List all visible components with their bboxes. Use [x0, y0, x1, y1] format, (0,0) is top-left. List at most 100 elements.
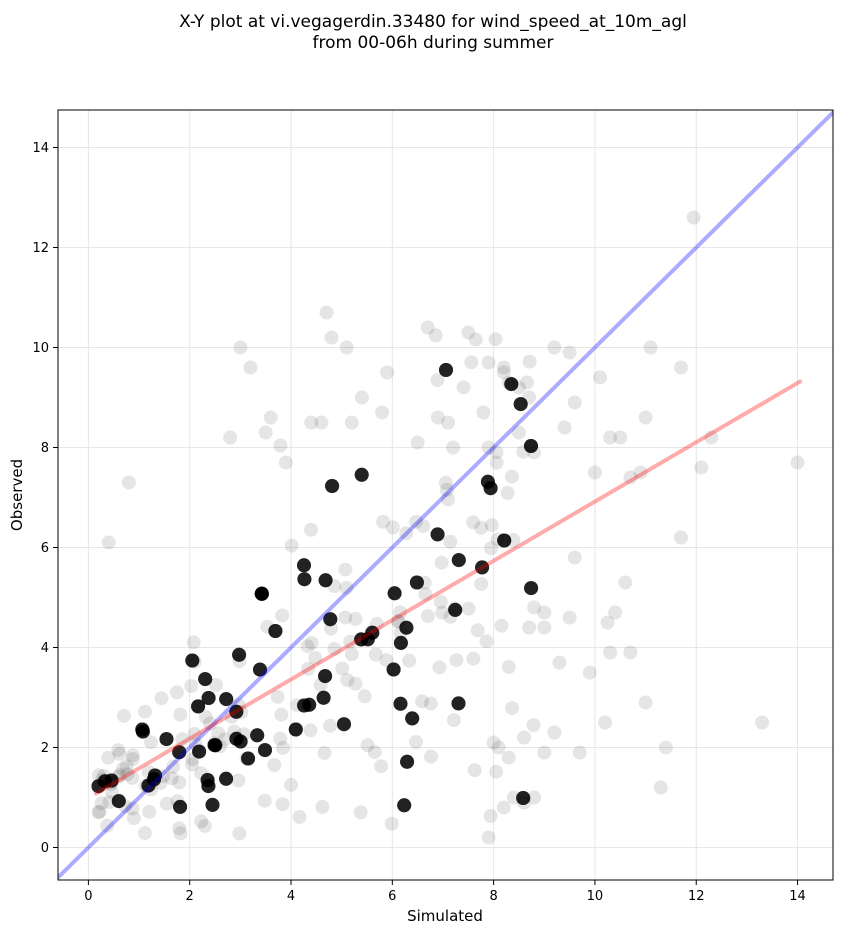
data-point-777	[198, 672, 213, 687]
data-point-781	[399, 620, 414, 635]
data-point-1418	[400, 754, 415, 769]
data-point-1569	[318, 573, 333, 588]
data-point-1489	[483, 481, 498, 496]
data-point-828	[253, 662, 267, 677]
y-tick-label-1: 2	[41, 741, 49, 756]
data-point-979	[337, 717, 351, 732]
data-point-359	[387, 586, 402, 601]
data-point-338	[191, 699, 206, 714]
data-point-1134	[297, 558, 311, 573]
data-point-363	[232, 647, 247, 662]
data-point-836	[513, 397, 528, 412]
data-point-1473	[200, 773, 215, 787]
data-point-87	[284, 777, 299, 792]
data-point-295	[229, 704, 244, 719]
data-point-101	[172, 821, 187, 836]
data-point-681	[504, 377, 519, 392]
data-point-702	[288, 722, 303, 737]
data-point-611	[250, 728, 265, 743]
data-point-28	[557, 420, 572, 435]
data-point-1385	[232, 647, 247, 662]
data-point-216	[173, 707, 188, 722]
data-point-774	[354, 632, 369, 647]
data-point-1144	[201, 779, 216, 794]
data-point-642	[98, 774, 112, 789]
data-point-1464	[172, 745, 187, 760]
data-point-174	[443, 609, 458, 624]
data-point-1016	[387, 586, 402, 601]
data-point-690	[513, 397, 528, 412]
data-point-1114	[354, 467, 369, 482]
data-point-574	[173, 799, 188, 814]
data-point-832	[483, 481, 498, 496]
data-point-275	[451, 696, 466, 711]
data-point-771	[104, 773, 119, 788]
data-point-621	[386, 662, 401, 677]
data-point-223	[435, 605, 450, 620]
data-point-626	[497, 533, 512, 548]
data-point-1189	[316, 690, 331, 705]
data-point-231	[488, 332, 503, 347]
data-point-1129	[297, 572, 312, 587]
data-point-761	[400, 754, 415, 769]
data-point-1025	[229, 704, 244, 719]
data-point-1152	[135, 724, 150, 739]
data-point-159	[327, 641, 342, 656]
data-point-104	[292, 810, 307, 824]
data-point-420	[219, 692, 234, 707]
data-point-1228	[185, 653, 200, 668]
data-point-245	[489, 764, 504, 779]
data-point-744	[318, 669, 333, 684]
data-point-524	[200, 773, 215, 787]
data-point-891	[524, 581, 539, 596]
data-point-525	[318, 669, 333, 684]
data-point-1080	[98, 774, 112, 789]
data-point-760	[337, 717, 351, 732]
data-point-109	[231, 697, 246, 712]
data-point-1546	[200, 773, 215, 787]
data-point-1028	[268, 624, 283, 638]
data-point-582	[232, 647, 247, 662]
data-point-346	[323, 612, 338, 627]
data-point-980	[400, 754, 415, 769]
data-point-415	[141, 778, 156, 793]
data-point-217	[100, 818, 115, 833]
data-point-749	[354, 467, 369, 482]
data-point-10	[481, 355, 496, 370]
data-point-879	[229, 704, 244, 719]
data-point-382	[480, 474, 495, 489]
data-point-98	[522, 354, 537, 369]
data-point-561	[141, 778, 156, 793]
data-point-145	[227, 724, 242, 739]
data-point-1448	[393, 696, 408, 711]
data-point-102	[368, 647, 383, 662]
data-point-1438	[399, 620, 414, 635]
data-point-1279	[135, 722, 150, 737]
data-point-1093	[232, 647, 247, 662]
data-point-803	[147, 772, 161, 787]
data-point-764	[297, 572, 312, 587]
data-point-5	[324, 330, 339, 345]
data-point-952	[229, 704, 244, 719]
data-point-1376	[439, 363, 453, 377]
data-point-1275	[297, 572, 312, 587]
data-point-1099	[172, 745, 187, 760]
data-point-431	[409, 575, 424, 590]
data-point-1528	[241, 751, 256, 766]
data-point-1535	[254, 586, 269, 601]
data-point-475	[386, 662, 401, 677]
data-point-1323	[148, 768, 162, 783]
data-point-474	[318, 573, 333, 588]
data-point-1445	[98, 774, 112, 789]
data-point-1131	[318, 573, 333, 588]
data-point-568	[135, 724, 150, 739]
data-point-785	[219, 692, 234, 707]
data-point-991	[497, 533, 512, 548]
data-point-197	[456, 380, 471, 395]
data-point-16	[674, 360, 688, 375]
data-point-617	[513, 397, 528, 412]
data-point-204	[260, 619, 275, 634]
data-point-97	[439, 482, 454, 497]
data-point-520	[148, 768, 162, 783]
data-point-631	[198, 672, 213, 687]
